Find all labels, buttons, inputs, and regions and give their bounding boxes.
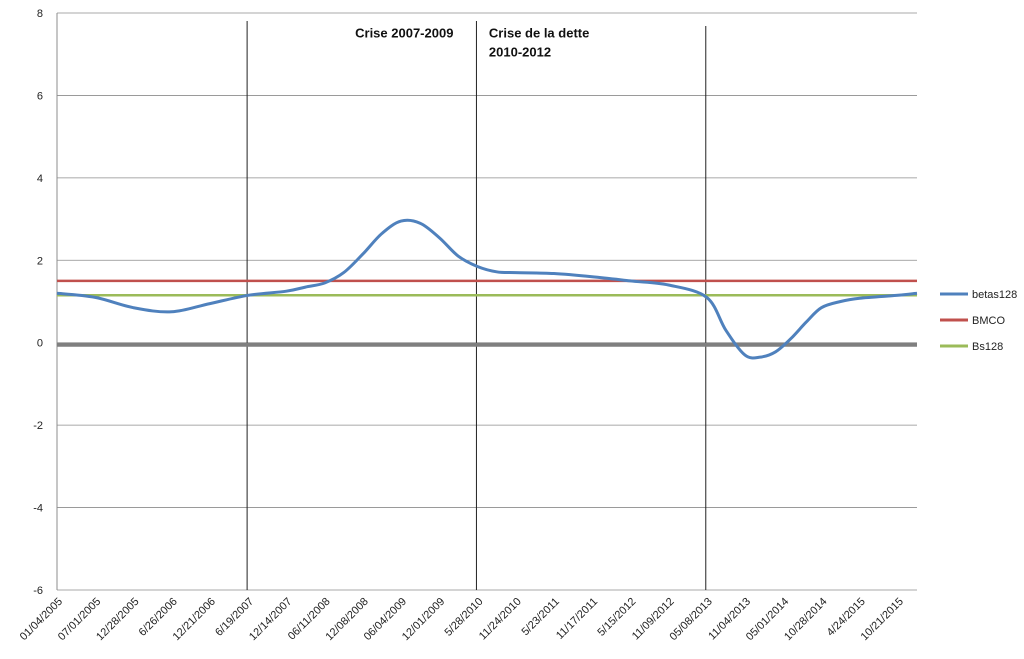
y-axis-ticks: -6 -4 -2 0 2 4 6 8 <box>33 8 43 597</box>
y-tick-label: -2 <box>33 420 43 432</box>
annotation-text: Crise 2007-2009 <box>355 26 453 41</box>
annotation-text: 2010-2012 <box>489 44 551 59</box>
y-tick-label: -6 <box>33 585 43 597</box>
y-tick-label: 4 <box>37 173 43 185</box>
y-tick-label: -4 <box>33 503 43 515</box>
series-group <box>56 218 918 360</box>
legend-label: betas128 <box>972 289 1017 301</box>
legend-label: Bs128 <box>972 341 1003 353</box>
annotation-text: Crise de la dette <box>489 26 589 41</box>
crisis-markers <box>246 21 707 590</box>
annotations: Crise 2007-2009 Crise de la dette 2010-201… <box>355 26 589 60</box>
y-tick-label: 0 <box>37 338 43 350</box>
y-tick-label: 6 <box>37 90 43 102</box>
legend-label: BMCO <box>972 315 1005 327</box>
y-tick-label: 8 <box>37 8 43 20</box>
x-tick-label: 11/17/2011 <box>554 596 600 642</box>
series-line-betas128 <box>56 218 918 360</box>
x-axis-ticks: 01/04/200507/01/200512/28/20056/26/20061… <box>18 596 906 643</box>
y-tick-label: 2 <box>37 255 43 267</box>
gridlines <box>56 12 917 591</box>
legend: betas128 BMCO Bs128 <box>940 289 1017 353</box>
